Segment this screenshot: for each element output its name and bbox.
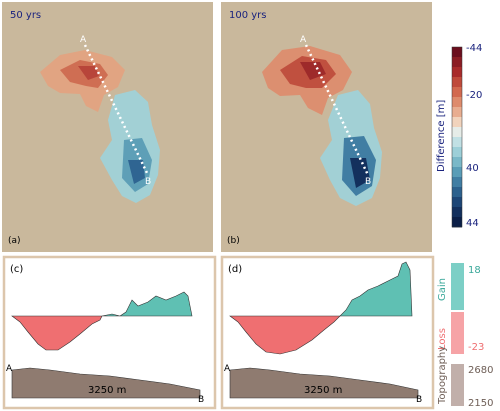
panel-label: (a) [8,236,21,246]
map-panel-a: A B 50 yrs (a) [2,2,213,252]
profile-panel-c: (c) A B 3250 m [2,255,217,410]
time-label: 50 yrs [10,10,41,21]
point-b-label: B [416,395,422,405]
gain-profile [101,291,193,317]
panel-label: (d) [228,264,242,275]
profile-legend: Gain Loss Topography 18 -23 2680 2150 [437,263,493,409]
colorbar-swatches [452,47,462,228]
colorbar-swatch [452,187,462,198]
point-a-label: A [300,35,307,45]
topography-profile [11,367,201,399]
point-a-label: A [224,364,231,374]
colorbar-swatch [452,107,462,118]
colorbar-swatch [452,167,462,178]
colorbar-swatch [452,157,462,168]
colorbar-swatch [452,137,462,148]
distance-label: 3250 m [88,385,126,396]
topography-profile [229,367,419,399]
colorbar-swatch [452,97,462,108]
loss-profile [11,315,103,351]
distance-label: 3250 m [304,385,342,396]
colorbar-swatch [452,217,462,228]
loss-swatch [451,312,464,354]
colorbar-swatch [452,87,462,98]
colorbar-tick: -44 [466,43,482,54]
point-a-label: A [80,35,87,45]
gain-profile [339,261,413,317]
colorbar-swatch [452,127,462,138]
colorbar-swatch [452,207,462,218]
topography-swatch [451,364,464,406]
loss-region-core [78,66,99,80]
panel-label: (c) [10,264,23,275]
gain-label: Gain [437,278,448,301]
profile-line [304,44,370,176]
colorbar-swatch [452,57,462,68]
gain-value: 18 [468,265,481,276]
colorbar-tick: 44 [466,218,479,229]
map-background [2,2,213,252]
point-b-label: B [365,177,371,187]
map-background [221,2,432,252]
colorbar-frame [451,46,463,228]
map-panel-b: A B 100 yrs (b) [221,2,432,252]
point-a-label: A [6,364,13,374]
colorbar-swatch [452,197,462,208]
gain-region-core [350,158,370,188]
loss-region-core [300,62,326,80]
colorbar-swatch [452,177,462,188]
topography-label: Topography [437,346,448,405]
loss-profile [229,315,341,355]
profile-line [83,44,150,176]
colorbar-swatch [452,147,462,158]
loss-value: -23 [468,342,484,353]
colorbar-swatch [452,47,462,58]
colorbar-tick: -20 [466,90,482,101]
topography-min: 2150 [468,398,493,409]
gain-swatch [451,263,464,310]
point-b-label: B [145,177,151,187]
point-b-label: B [198,395,204,405]
gain-region-core [128,160,145,184]
loss-label: Loss [437,328,448,350]
colorbar-swatch [452,77,462,88]
colorbar-swatch [452,67,462,78]
profile-panel-d: (d) A B 3250 m [220,255,435,410]
colorbar: -44 -20 40 44 Difference [m] [436,43,482,229]
topography-max: 2680 [468,365,493,376]
colorbar-tick: 40 [466,163,479,174]
colorbar-title: Difference [m] [436,100,447,172]
panel-label: (b) [227,236,240,246]
time-label: 100 yrs [229,10,267,21]
colorbar-swatch [452,117,462,128]
